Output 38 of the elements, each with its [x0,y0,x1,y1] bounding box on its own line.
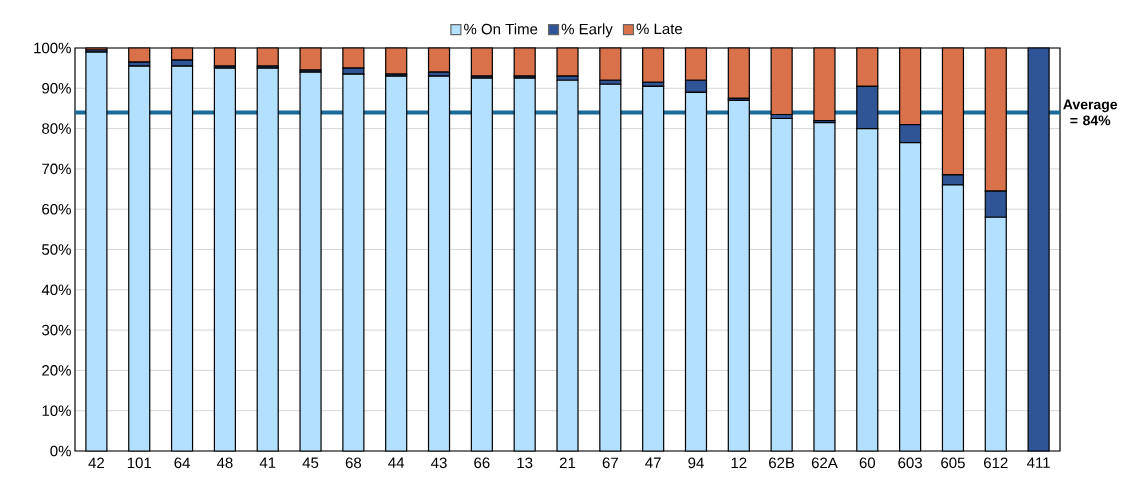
y-tick-label: 10% [42,405,71,416]
x-tick-label: 101 [127,457,152,469]
x-tick-label: 62A [811,457,838,469]
legend-label: % Early [561,23,613,38]
x-tick-label: 612 [984,457,1008,469]
x-tick-label: 411 [1026,457,1050,468]
x-tick-label: 48 [216,457,233,469]
x-tick-label: 94 [688,457,704,469]
x-tick-label: 43 [431,457,447,469]
x-tick-label: 67 [602,457,618,469]
x-tick-label: 605 [941,457,965,469]
x-tick-label: 45 [302,457,319,468]
y-tick-label: 40% [41,284,71,296]
x-tick-label: 21 [559,457,576,469]
x-tick-label: 12 [731,457,747,469]
y-tick-label: 80% [42,123,71,134]
x-tick-label: 603 [898,457,922,469]
x-tick-label: 41 [259,457,276,468]
x-tick-label: 68 [345,457,362,469]
x-tick-label: 64 [174,457,190,469]
x-tick-label: 13 [517,457,533,469]
x-tick-label: 66 [474,457,490,469]
y-tick-label: 60% [42,203,71,215]
legend-label: % On Time [464,23,538,35]
y-tick-label: 70% [42,163,71,175]
y-tick-label: 20% [42,365,71,376]
y-tick-label: 0% [50,445,71,457]
ref-line-label: Average = 84% [1063,99,1118,126]
y-tick-label: 90% [42,82,71,94]
x-tick-label: 62B [769,457,795,469]
x-tick-label: 60 [859,457,876,469]
y-tick-label: 100% [34,42,71,54]
y-tick-label: 50% [42,244,71,255]
x-tick-label: 44 [388,457,405,468]
legend-label: % Late [636,23,683,35]
y-tick-label: 30% [42,324,71,336]
x-tick-label: 47 [645,457,661,468]
x-tick-label: 42 [88,457,104,469]
